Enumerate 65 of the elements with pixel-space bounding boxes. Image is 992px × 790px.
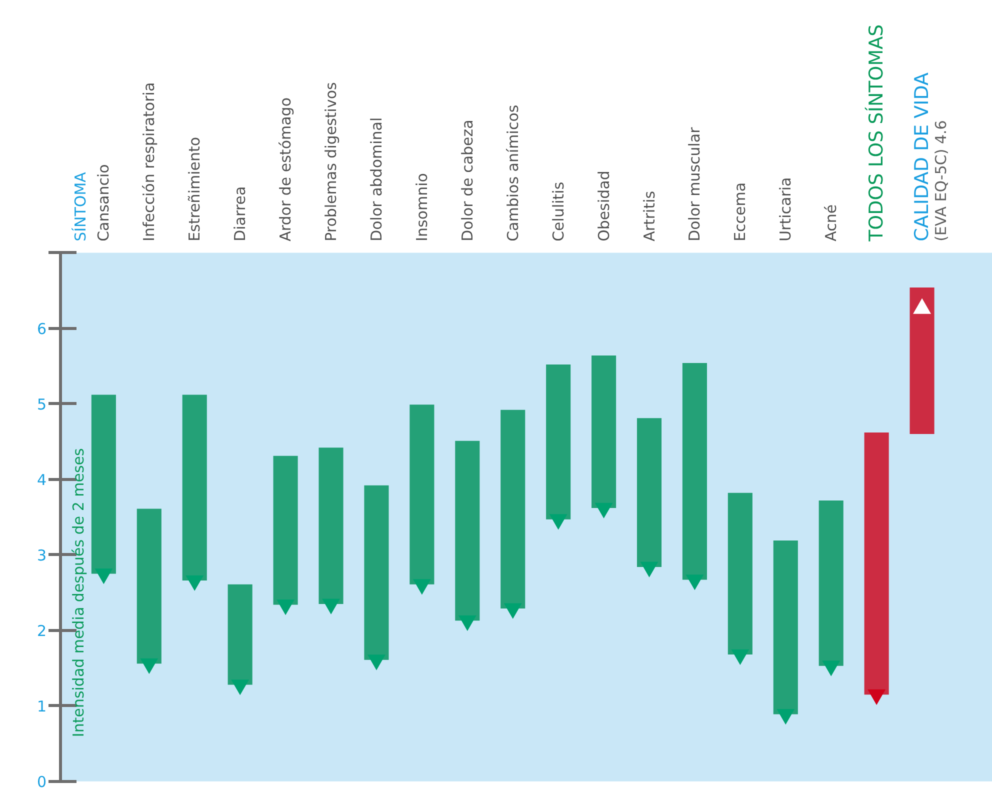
x-tick-label: Dolor de cabeza (458, 120, 476, 242)
point (504, 603, 522, 619)
x-tick-label: Acné (822, 204, 840, 242)
x-tick-label: Cambios anímicos (504, 104, 522, 242)
point (367, 654, 386, 670)
point (231, 680, 250, 696)
bar (682, 363, 707, 580)
point (731, 649, 750, 665)
x-tick-label: Infección respiratoria (140, 82, 158, 242)
x-tick-label: CALIDAD DE VIDA (911, 72, 934, 242)
y-tick-label: 3 (36, 546, 47, 564)
point (549, 514, 568, 530)
x-tick-label: Estreñimiento (186, 136, 204, 242)
x-tick-label: Dolor muscular (686, 126, 704, 242)
point (94, 568, 113, 584)
text: SÍNTOMA (72, 171, 90, 242)
x-tick-label: Insomnio (412, 173, 431, 242)
point (686, 574, 704, 590)
y-tick-label: 0 (36, 772, 47, 790)
bar (136, 508, 162, 664)
bar (318, 448, 344, 604)
point (868, 689, 886, 705)
point (186, 575, 204, 591)
y-tick-label: 6 (36, 320, 47, 338)
bar (364, 485, 389, 660)
bar (91, 394, 116, 574)
y-tick-label: 1 (36, 697, 47, 716)
bar (455, 440, 480, 621)
text: (EVA EQ-5C) 4.6 (932, 120, 950, 242)
bar (182, 394, 207, 581)
y-axis-title: Intensidad media después de 2 meses (70, 448, 88, 738)
x-tick-label: TODOS LOS SÍNTOMAS (864, 24, 888, 242)
bar (273, 456, 298, 605)
y-tick-label: 4 (36, 470, 47, 489)
x-tick-label: Ardor de estómago (276, 98, 295, 242)
x-tick-label: Diarrea (231, 186, 250, 242)
point (140, 658, 158, 674)
x-tick-label: Artritis (640, 190, 658, 242)
bar (410, 404, 434, 584)
x-tick-label: Problemas digestivos (322, 82, 340, 242)
bar (818, 500, 844, 666)
point (458, 615, 476, 631)
x-tick-label: Urticaria (776, 177, 795, 242)
bar (500, 410, 526, 608)
point (412, 579, 431, 595)
x-tick-label: Celulitis (549, 182, 568, 242)
point (822, 660, 840, 676)
bar (546, 364, 571, 520)
bar (728, 492, 752, 655)
bar (910, 288, 934, 434)
x-tick-label: Cansancio (94, 164, 113, 242)
point (776, 709, 795, 725)
y-tick-label: 2 (36, 622, 47, 640)
point (594, 502, 613, 518)
bar (636, 418, 662, 567)
x-tick-label: Dolor abdominal (367, 117, 386, 242)
x-tick-label: Eccema (731, 182, 750, 242)
bar (773, 540, 798, 714)
x-tick-label: Obesidad (594, 170, 613, 242)
point (276, 600, 295, 616)
y-tick-label: 5 (36, 395, 47, 414)
point (640, 562, 658, 578)
point (322, 598, 340, 614)
bar (592, 355, 616, 508)
bar (228, 584, 252, 685)
